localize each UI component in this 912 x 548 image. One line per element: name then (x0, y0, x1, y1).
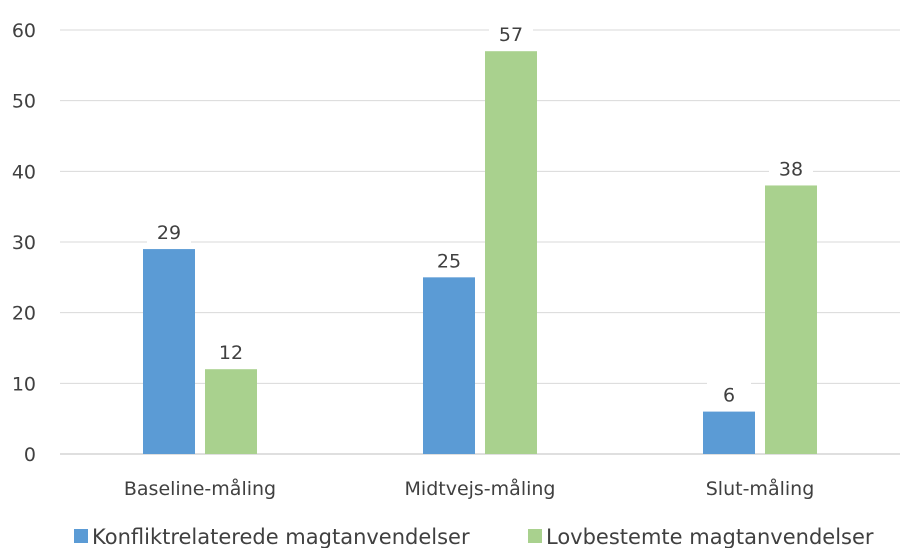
data-label: 38 (779, 158, 803, 180)
data-label-background (489, 19, 533, 48)
data-label-background (427, 245, 471, 274)
data-label-background (707, 379, 751, 408)
y-tick-label: 20 (12, 303, 36, 325)
bar-konflikt-1 (423, 277, 475, 454)
legend-label-lovbestemt: Lovbestemte magtanvendelser (546, 525, 874, 548)
y-tick-label: 50 (12, 91, 36, 113)
y-tick-label: 30 (12, 232, 36, 254)
legend-swatch-konflikt (74, 529, 88, 543)
data-label: 57 (499, 24, 523, 46)
y-tick-label: 40 (12, 161, 36, 183)
y-axis-ticks: 0 10 20 30 40 50 60 (12, 20, 36, 466)
y-tick-label: 0 (24, 444, 36, 466)
data-label: 25 (437, 250, 461, 272)
bar-lovbestemt-2 (765, 185, 817, 454)
bars (143, 51, 817, 454)
legend: Konfliktrelaterede magtanvendelser Lovbes… (74, 525, 874, 548)
y-tick-label: 10 (12, 373, 36, 395)
legend-swatch-lovbestemt (528, 529, 542, 543)
gridlines (60, 29, 900, 455)
bar-lovbestemt-0 (205, 369, 257, 454)
data-label: 12 (219, 342, 243, 364)
data-label-background (769, 153, 813, 182)
data-label-background (209, 337, 253, 366)
bar-konflikt-2 (703, 411, 755, 454)
data-label: 29 (157, 222, 181, 244)
data-label-background (147, 217, 191, 246)
bar-konflikt-0 (143, 249, 195, 454)
legend-label-konflikt: Konfliktrelaterede magtanvendelser (92, 525, 470, 548)
x-axis: Baseline-måling Midtvejs-måling Slut-målin… (124, 477, 814, 500)
x-category-label: Baseline-måling (124, 477, 276, 500)
x-category-label: Midtvejs-måling (405, 477, 556, 500)
y-tick-label: 60 (12, 20, 36, 42)
data-label: 6 (723, 385, 735, 407)
x-category-label: Slut-måling (706, 477, 815, 500)
bar-lovbestemt-1 (485, 51, 537, 454)
data-labels: 29 12 25 57 6 38 (147, 19, 813, 408)
